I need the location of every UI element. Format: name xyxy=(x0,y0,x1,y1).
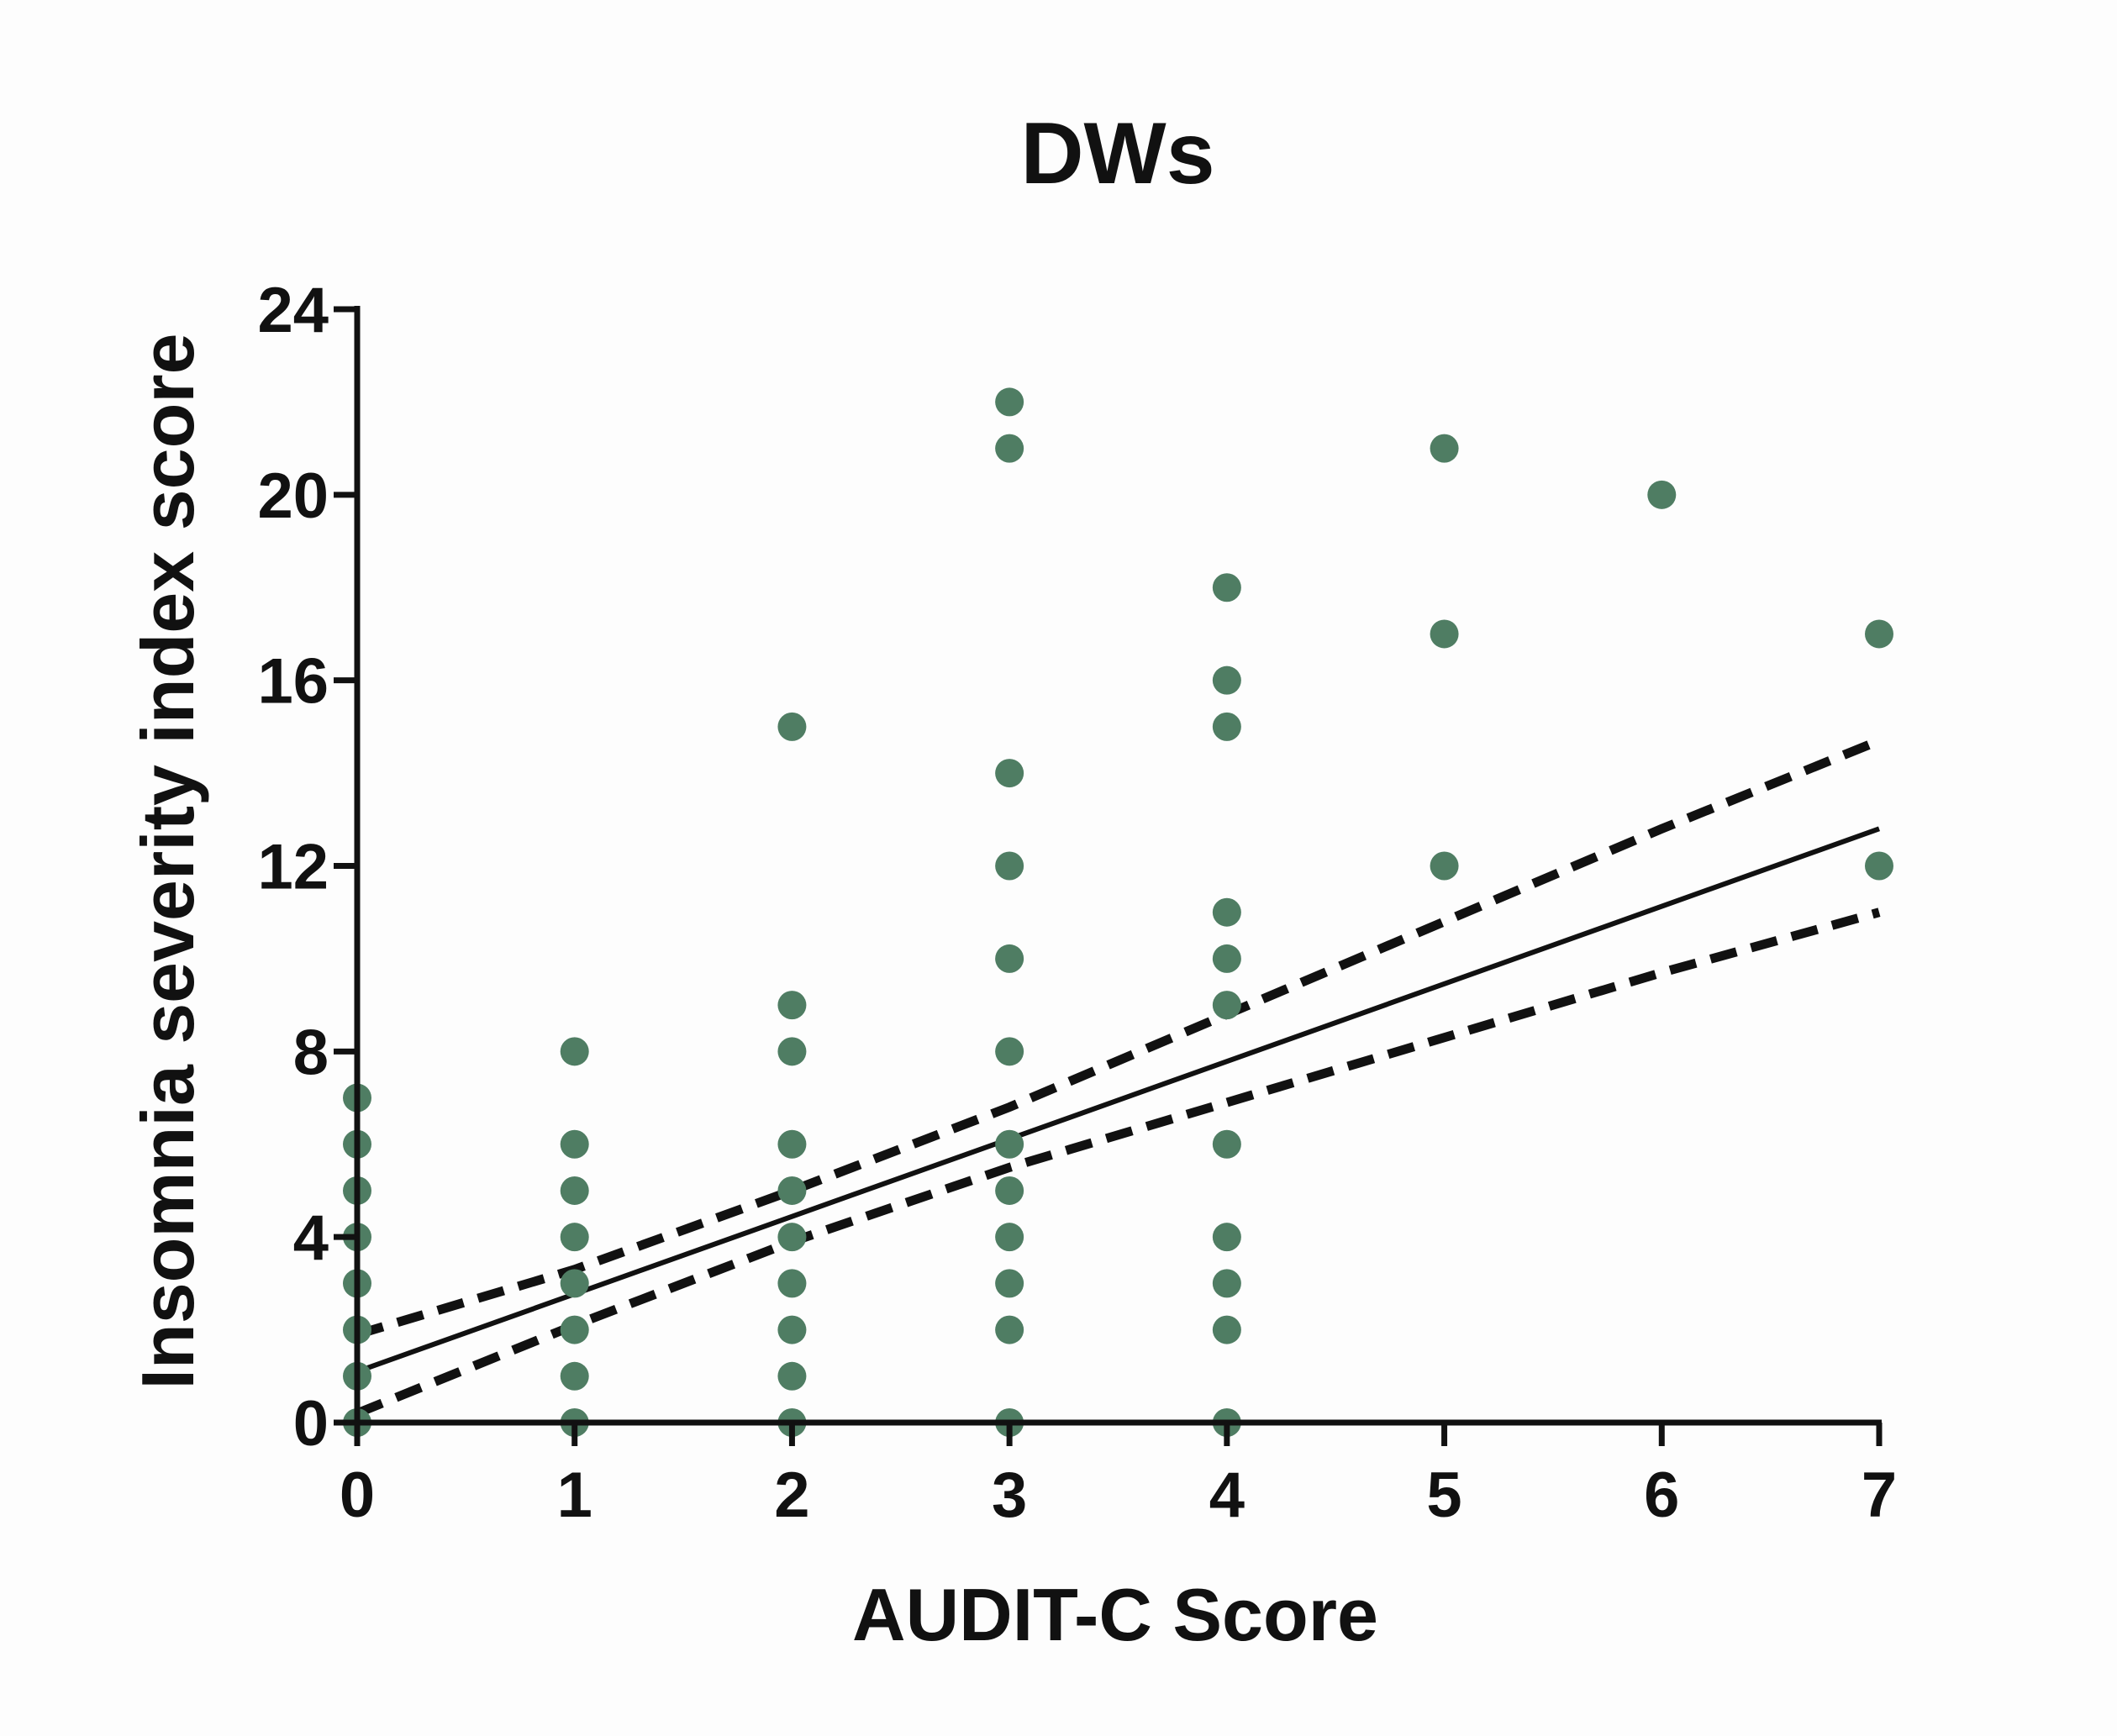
axes xyxy=(334,306,1883,1446)
data-point xyxy=(560,1315,589,1344)
y-tick-label: 8 xyxy=(293,1017,329,1088)
y-tick-label: 20 xyxy=(257,460,329,532)
data-point xyxy=(560,1361,589,1391)
data-point xyxy=(777,712,807,741)
data-point xyxy=(995,434,1024,463)
data-point xyxy=(1212,897,1241,927)
data-point xyxy=(777,1269,807,1298)
data-point xyxy=(1212,1223,1241,1252)
data-point xyxy=(995,851,1024,881)
data-point xyxy=(1212,573,1241,602)
data-point xyxy=(995,759,1024,788)
x-tick-label: 3 xyxy=(992,1460,1027,1531)
regression-line-group xyxy=(355,826,1881,1375)
data-point xyxy=(1212,991,1241,1020)
data-point xyxy=(1212,944,1241,973)
data-point xyxy=(995,1037,1024,1066)
y-tick-label: 24 xyxy=(257,275,329,346)
data-point xyxy=(1865,851,1893,881)
y-tick-label: 0 xyxy=(293,1388,329,1460)
data-point xyxy=(995,1223,1024,1252)
data-point xyxy=(777,1223,807,1252)
data-point xyxy=(560,1269,589,1298)
data-point xyxy=(995,1176,1024,1205)
data-point xyxy=(1212,1269,1241,1298)
data-point xyxy=(1212,1129,1241,1159)
data-point xyxy=(777,1315,807,1344)
confidence-band-upper-line xyxy=(355,736,1882,1339)
data-point xyxy=(995,1269,1024,1298)
x-axis-label: AUDIT-C Score xyxy=(852,1573,1378,1656)
data-point xyxy=(995,944,1024,973)
data-point xyxy=(995,1129,1024,1159)
data-point xyxy=(777,1176,807,1205)
data-point xyxy=(1212,665,1241,695)
y-tick-label: 4 xyxy=(293,1202,329,1274)
data-points xyxy=(343,387,1893,1437)
y-axis-label: Insomnia severity index score xyxy=(126,333,209,1389)
data-point xyxy=(1212,1315,1241,1344)
data-point xyxy=(777,991,807,1020)
data-point xyxy=(1212,712,1241,741)
data-point xyxy=(560,1223,589,1252)
x-tick-label: 5 xyxy=(1426,1460,1461,1531)
data-point xyxy=(1865,619,1893,649)
data-point xyxy=(1430,851,1459,881)
data-point xyxy=(560,1129,589,1159)
data-point xyxy=(560,1037,589,1066)
data-point xyxy=(1430,619,1459,649)
x-tick-label: 4 xyxy=(1209,1460,1245,1531)
data-point xyxy=(995,1315,1024,1344)
confidence-band-lines xyxy=(355,736,1882,1418)
data-point xyxy=(777,1037,807,1066)
data-point xyxy=(1430,434,1459,463)
x-tick-label: 1 xyxy=(557,1460,592,1531)
confidence-band-lower-line xyxy=(355,907,1881,1418)
y-tick-label: 12 xyxy=(257,832,329,903)
data-point xyxy=(995,387,1024,417)
data-point xyxy=(560,1176,589,1205)
x-tick-label: 7 xyxy=(1862,1460,1897,1531)
regression-line xyxy=(355,826,1881,1375)
x-tick-label: 0 xyxy=(340,1460,375,1531)
data-point xyxy=(777,1129,807,1159)
chart-title: DWs xyxy=(1020,105,1214,203)
data-point xyxy=(1647,480,1677,509)
x-tick-label: 2 xyxy=(774,1460,809,1531)
x-tick-label: 6 xyxy=(1644,1460,1679,1531)
data-point xyxy=(777,1361,807,1391)
y-tick-label: 16 xyxy=(257,646,329,718)
